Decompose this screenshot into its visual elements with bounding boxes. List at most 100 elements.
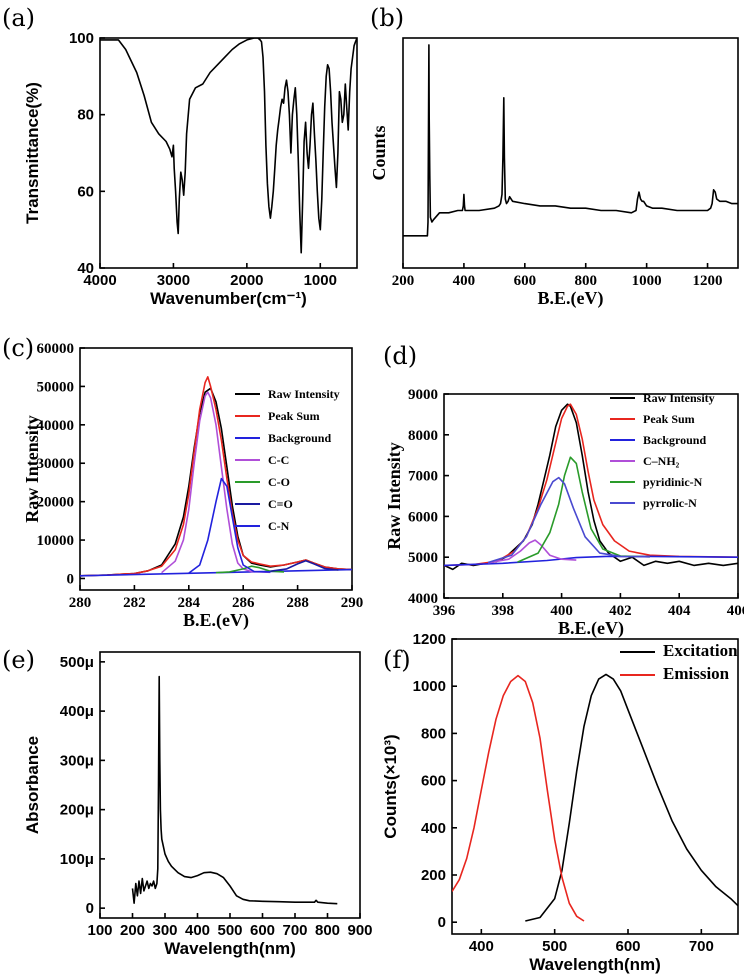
x-tick-label: 1000 — [632, 273, 662, 289]
legend-label: C-O — [268, 475, 290, 489]
y-tick-label: 40 — [77, 260, 94, 277]
y-tick-label: 60 — [77, 183, 94, 200]
y-tick-label: 1000 — [413, 678, 446, 695]
panel-label-e: (e) — [2, 646, 35, 674]
legend-label: Peak Sum — [643, 412, 695, 426]
y-tick-label: 400 — [421, 820, 446, 837]
legend-label: Raw Intensity — [643, 391, 715, 405]
legend-label: C=O — [268, 497, 293, 511]
legend-label: Raw Intensity — [268, 387, 340, 401]
x-tick-label: 600 — [514, 273, 537, 289]
x-axis-label: B.E.(eV) — [538, 288, 604, 309]
y-tick-label: 300μ — [60, 752, 94, 769]
x-tick-label: 400 — [453, 273, 476, 289]
series-line-c-n — [188, 477, 271, 574]
x-tick-label: 300 — [152, 922, 177, 939]
x-tick-label: 3000 — [157, 272, 190, 289]
y-tick-label: 40000 — [37, 418, 75, 434]
x-tick-label: 402 — [609, 603, 632, 619]
x-tick-label: 700 — [282, 922, 307, 939]
y-tick-label: 8000 — [408, 428, 438, 444]
x-tick-label: 280 — [69, 595, 92, 611]
y-tick-label: 80 — [77, 107, 94, 124]
y-tick-label: 100 — [69, 30, 94, 47]
x-tick-label: 800 — [315, 922, 340, 939]
x-tick-label: 286 — [232, 595, 255, 611]
plot-frame-d — [443, 393, 739, 599]
x-tick-label: 290 — [341, 595, 364, 611]
x-tick-label: 600 — [250, 922, 275, 939]
plot-frame-f — [451, 638, 739, 935]
x-tick-label: 284 — [178, 595, 201, 611]
panel-label-f: (f) — [383, 646, 411, 674]
x-tick-label: 100 — [87, 922, 112, 939]
y-tick-label: 200μ — [60, 802, 94, 819]
legend-label: pyridinic-N — [643, 475, 703, 489]
x-tick-label: 500 — [217, 922, 242, 939]
y-axis-label: Raw Intensity — [22, 415, 42, 523]
y-tick-label: 0 — [438, 914, 446, 931]
plot-frame-e — [99, 651, 361, 919]
y-tick-label: 50000 — [37, 379, 75, 395]
x-tick-label: 1200 — [693, 273, 723, 289]
y-tick-label: 20000 — [37, 495, 75, 511]
series-line-peak-sum — [80, 375, 352, 577]
legend-label: C-C — [268, 453, 289, 467]
y-tick-label: 100μ — [60, 851, 94, 868]
series-line-emission — [452, 674, 585, 922]
legend-label: Peak Sum — [268, 409, 320, 423]
panel-label-a: (a) — [2, 4, 35, 32]
legend-label: C–NH₂ — [643, 454, 680, 468]
x-tick-label: 600 — [615, 938, 640, 955]
y-axis-label: Transmittance(%) — [23, 82, 42, 224]
y-tick-label: 60000 — [37, 341, 75, 357]
x-tick-label: 900 — [347, 922, 372, 939]
series-line-ftir — [100, 38, 357, 254]
legend-label: C-N — [268, 519, 290, 533]
y-tick-label: 5000 — [408, 550, 438, 566]
panel-d: (d) 396 398 400 402 404 406 4000 5000 6000 7000 800… — [383, 342, 744, 639]
y-tick-label: 6000 — [408, 509, 438, 525]
x-tick-label: 404 — [668, 603, 691, 619]
panel-a: (a) 4000 3000 2000 1000 40 60 80 100 Wavenumber(c… — [2, 4, 358, 308]
x-tick-label: 4000 — [83, 272, 116, 289]
y-tick-label: 7000 — [408, 469, 438, 485]
panel-e: (e) 100 200 300 400 500 600 700 800 900 0 100μ 200μ 3… — [2, 646, 373, 958]
y-tick-label: 200 — [421, 867, 446, 884]
series-line-uv-vis — [131, 675, 338, 905]
x-axis-label: B.E.(eV) — [558, 618, 624, 639]
x-tick-label: 200 — [392, 273, 415, 289]
legend-label: Emission — [663, 664, 730, 683]
x-tick-label: 396 — [433, 603, 456, 619]
x-tick-label: 400 — [185, 922, 210, 939]
x-tick-label: 2000 — [230, 272, 263, 289]
x-tick-label: 288 — [286, 595, 309, 611]
x-axis-label: B.E.(eV) — [183, 610, 249, 631]
y-tick-label: 400μ — [60, 703, 94, 720]
series-line-pyrrolic-n — [487, 476, 650, 564]
series-line-background — [444, 555, 738, 567]
y-tick-label: 600 — [421, 773, 446, 790]
y-tick-label: 9000 — [408, 387, 438, 403]
plot-frame-c — [79, 347, 353, 591]
x-axis-label: Wavelength(nm) — [529, 955, 661, 974]
y-tick-label: 1200 — [413, 631, 446, 648]
y-axis-label: Counts — [369, 125, 389, 180]
series-line-excitation — [525, 673, 738, 922]
panel-c: (c) 280 282 284 286 288 290 0 10000 20000 30000 400… — [2, 334, 363, 631]
plot-frame-b — [402, 37, 739, 269]
x-tick-label: 400 — [550, 603, 573, 619]
x-tick-label: 400 — [469, 938, 494, 955]
x-tick-label: 800 — [574, 273, 597, 289]
y-tick-label: 4000 — [408, 591, 438, 607]
x-tick-label: 282 — [123, 595, 146, 611]
series-line-pyridinic-n — [517, 456, 650, 563]
panel-label-b: (b) — [370, 4, 404, 32]
legend-label: Background — [643, 433, 706, 447]
series-line-c-o — [270, 559, 339, 572]
y-axis-label: Absorbance — [23, 736, 42, 834]
y-tick-label: 500μ — [60, 654, 94, 671]
legend-label: Excitation — [663, 641, 738, 660]
panel-label-d: (d) — [383, 342, 417, 370]
